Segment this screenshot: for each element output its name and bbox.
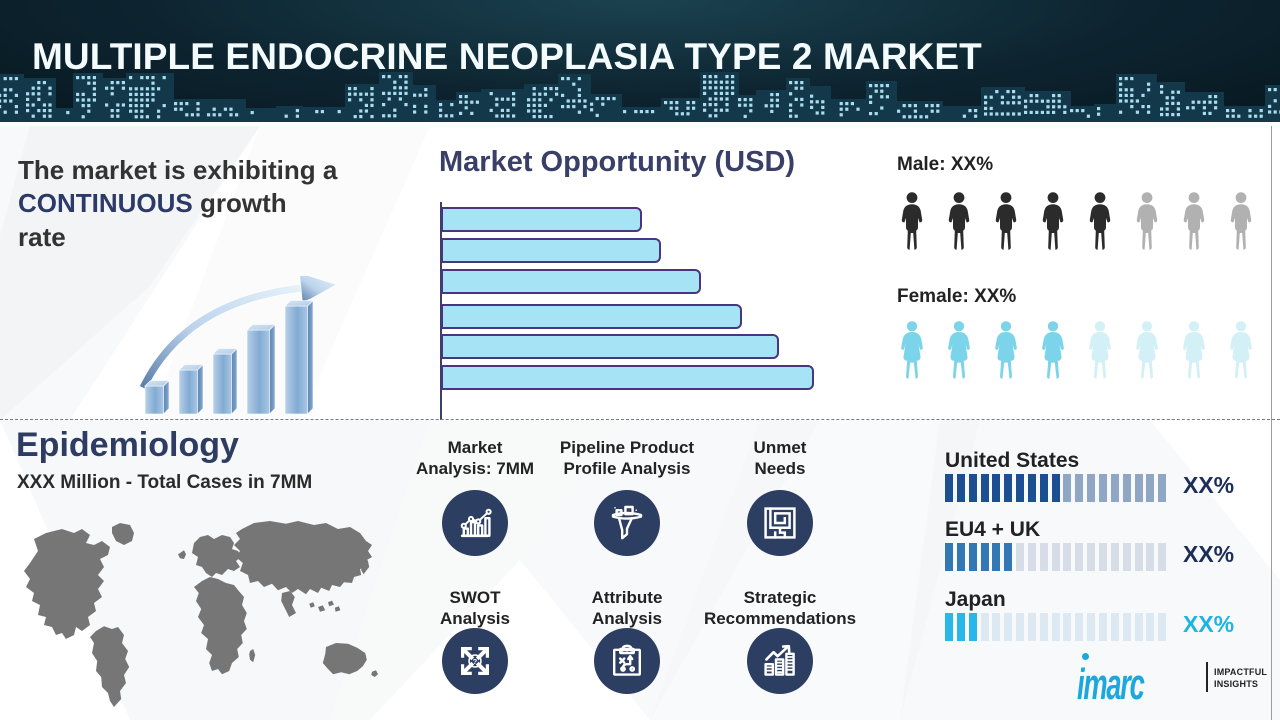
svg-text:?: ? <box>473 657 478 666</box>
